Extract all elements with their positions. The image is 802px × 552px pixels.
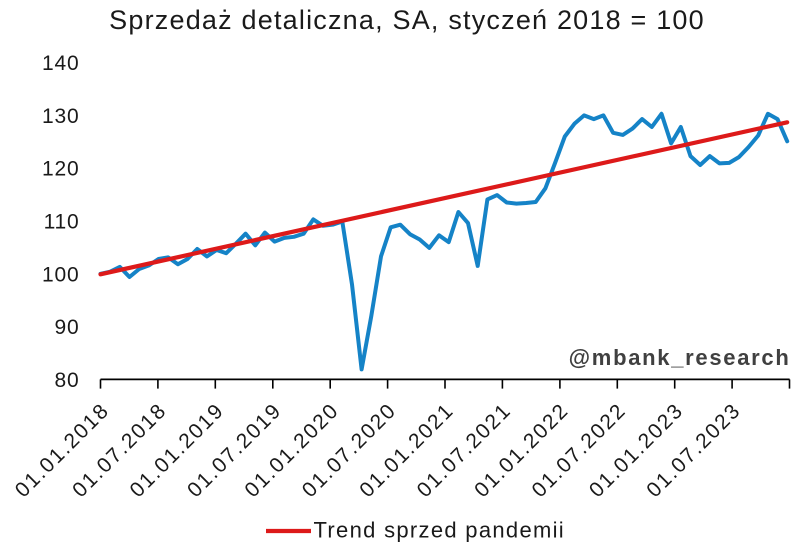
svg-text:100: 100	[42, 263, 79, 286]
svg-text:90: 90	[55, 316, 80, 339]
svg-text:Sprzedaż detaliczna, SA, stycz: Sprzedaż detaliczna, SA, styczeń 2018 = …	[109, 5, 705, 35]
svg-text:120: 120	[42, 158, 79, 181]
svg-text:130: 130	[42, 105, 79, 128]
svg-text:80: 80	[55, 369, 80, 392]
svg-text:110: 110	[44, 211, 80, 234]
svg-text:Trend sprzed pandemii: Trend sprzed pandemii	[314, 518, 566, 543]
svg-text:140: 140	[42, 52, 79, 75]
svg-text:@mbank_research: @mbank_research	[569, 345, 791, 370]
